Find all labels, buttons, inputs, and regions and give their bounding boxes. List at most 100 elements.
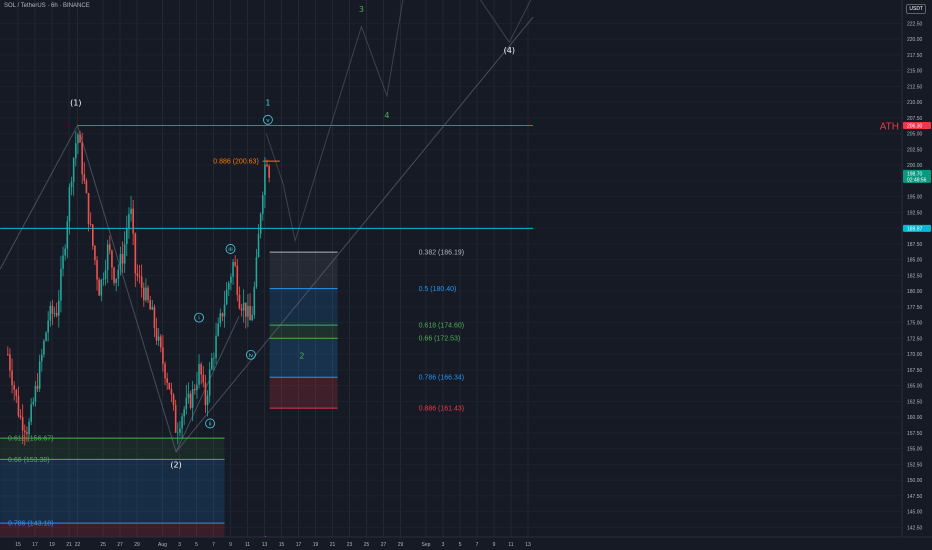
currency-button[interactable]: USDT (906, 4, 926, 14)
candle-body (245, 302, 247, 317)
candle-body (53, 312, 56, 314)
candle-body (168, 382, 171, 390)
candle-body (19, 415, 22, 418)
time-tick: 27 (381, 542, 387, 548)
candle-body (70, 181, 73, 188)
ath-label: ATH (880, 121, 899, 132)
candle-body (41, 354, 43, 362)
fib-label: 0.786 (166.34) (419, 375, 465, 382)
candle-body (249, 305, 251, 321)
price-tick: 167.50 (907, 368, 923, 374)
candle-body (204, 382, 207, 406)
candle-body (183, 409, 185, 417)
candles (7, 130, 270, 446)
time-tick: Aug (158, 542, 167, 548)
fib-zone (269, 377, 338, 409)
candle-body (45, 332, 47, 341)
time-tick: 22 (75, 542, 81, 548)
wave-label: 3 (359, 5, 364, 14)
price-tick: 195.00 (907, 195, 923, 201)
candle-body (253, 286, 256, 315)
candle-body (77, 134, 79, 144)
candle-body (162, 347, 164, 364)
candle-body (234, 262, 236, 266)
time-axis-bg (0, 537, 932, 550)
candle-body (147, 287, 149, 301)
time-tick: 17 (296, 542, 302, 548)
candle-body (181, 416, 183, 429)
time-tick: 15 (279, 542, 285, 548)
candle-body (219, 313, 222, 324)
price-tick: 172.50 (907, 336, 923, 342)
candle-body (206, 395, 209, 406)
candle-body (143, 287, 145, 301)
wave-circle (205, 418, 216, 429)
candle-body (111, 250, 113, 268)
candle-body (79, 134, 81, 143)
candle-body (43, 340, 45, 355)
candle-body (211, 358, 213, 370)
fib-zone (269, 338, 338, 378)
candle-body (266, 164, 268, 167)
candle-body (28, 421, 30, 435)
price-tick: 207.50 (907, 116, 923, 122)
candle-body (134, 233, 137, 274)
candle-body (259, 213, 262, 234)
key-levels: 0.886 (200.63) ATH (0, 121, 899, 229)
candle-body (213, 357, 215, 359)
candle-body (217, 323, 219, 336)
candle-body (170, 389, 173, 395)
grid (17, 0, 529, 537)
candle-body (255, 257, 258, 287)
fib-zone (269, 252, 338, 289)
candle-body (166, 378, 168, 383)
candle-body (238, 294, 241, 309)
candle-body (13, 385, 15, 390)
candle-body (221, 313, 224, 317)
price-tick: 175.00 (907, 321, 923, 327)
wave-circle (225, 244, 236, 254)
candle-body (149, 300, 151, 310)
candle-body (202, 374, 205, 383)
candle-body (89, 223, 92, 225)
candle-body (100, 279, 103, 296)
price-tick: 220.00 (907, 37, 923, 43)
price-tick: 180.00 (907, 289, 923, 295)
time-tick: 23 (347, 542, 353, 548)
candle-body (66, 221, 69, 249)
candle-body (230, 276, 232, 284)
candle-body (64, 248, 66, 256)
price-tag-value: 198.70 (907, 171, 923, 177)
time-tick: 5 (459, 542, 462, 548)
chart-title: SOL / TetherUS · 6h · BINANCE (4, 3, 90, 9)
time-tick: 25 (364, 542, 370, 548)
candle-body (223, 304, 226, 317)
price-tick: 212.50 (907, 84, 923, 90)
candle-body (32, 401, 35, 405)
candle-body (194, 389, 196, 391)
candle-body (160, 336, 162, 348)
fib-zones (0, 252, 338, 550)
time-tick: 29 (134, 542, 140, 548)
wave-line (0, 124, 240, 454)
wave-label-minor: iv (249, 353, 255, 359)
time-tick: 29 (398, 542, 404, 548)
candle-body (174, 405, 177, 433)
candle-body (94, 245, 96, 261)
price-tag (903, 224, 931, 232)
price-axis: 140.00142.50145.00147.50150.00152.50155.… (901, 0, 932, 550)
candle-body (132, 208, 134, 234)
price-tick: 162.50 (907, 399, 923, 405)
time-tick: Sep (422, 542, 431, 548)
candle-body (136, 273, 139, 276)
time-tick: 19 (313, 542, 319, 548)
price-tag (903, 169, 931, 183)
candle-body (9, 354, 11, 371)
candle-body (185, 398, 188, 410)
fib-label: 0.886 (161.43) (419, 406, 465, 413)
time-tick: 9 (493, 542, 496, 548)
candle-body (242, 302, 245, 311)
price-tick: 217.50 (907, 53, 923, 59)
time-tick: 13 (262, 542, 268, 548)
